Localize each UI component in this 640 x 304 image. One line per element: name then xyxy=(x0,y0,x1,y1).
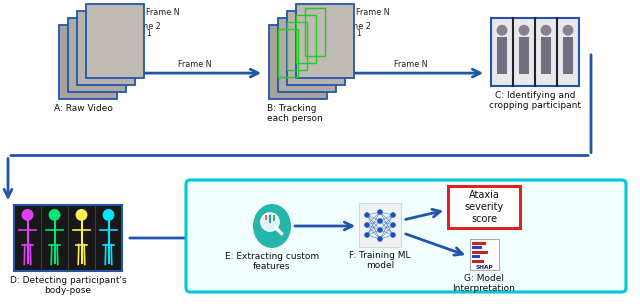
Text: Frame N: Frame N xyxy=(356,9,390,17)
Text: Frame 1: Frame 1 xyxy=(119,29,152,38)
FancyBboxPatch shape xyxy=(287,11,345,85)
Bar xyxy=(472,246,482,249)
Text: A: Raw Video: A: Raw Video xyxy=(54,104,113,113)
FancyArrowPatch shape xyxy=(406,234,463,255)
Text: ...: ... xyxy=(137,16,145,24)
Circle shape xyxy=(390,212,396,217)
Circle shape xyxy=(261,213,279,231)
Circle shape xyxy=(365,212,369,217)
FancyBboxPatch shape xyxy=(448,186,520,228)
FancyBboxPatch shape xyxy=(470,239,499,270)
Circle shape xyxy=(378,219,383,223)
FancyBboxPatch shape xyxy=(519,37,529,74)
FancyBboxPatch shape xyxy=(186,180,626,292)
Circle shape xyxy=(378,227,383,233)
Bar xyxy=(264,215,268,220)
FancyArrowPatch shape xyxy=(335,69,480,77)
Bar xyxy=(273,215,275,221)
Circle shape xyxy=(518,25,529,36)
Text: ...: ... xyxy=(347,16,355,24)
Text: F: Training ML
model: F: Training ML model xyxy=(349,251,411,270)
FancyArrowPatch shape xyxy=(4,158,12,197)
Circle shape xyxy=(365,223,369,227)
Circle shape xyxy=(378,237,383,241)
FancyBboxPatch shape xyxy=(491,18,579,86)
Text: Frame 1: Frame 1 xyxy=(329,29,362,38)
Text: Frame 2: Frame 2 xyxy=(338,22,371,31)
Circle shape xyxy=(378,209,383,215)
Text: Frame N: Frame N xyxy=(394,60,428,69)
Text: G: Model
Interpretation: G: Model Interpretation xyxy=(452,274,515,293)
Circle shape xyxy=(49,209,60,221)
Circle shape xyxy=(390,233,396,237)
FancyBboxPatch shape xyxy=(541,37,551,74)
FancyArrowPatch shape xyxy=(406,209,440,219)
Bar xyxy=(269,215,271,223)
FancyBboxPatch shape xyxy=(359,203,401,247)
Circle shape xyxy=(365,233,369,237)
Circle shape xyxy=(390,223,396,227)
Bar xyxy=(472,260,484,262)
FancyArrowPatch shape xyxy=(125,69,258,77)
FancyBboxPatch shape xyxy=(296,4,354,78)
Bar xyxy=(472,250,488,254)
FancyBboxPatch shape xyxy=(77,11,135,85)
FancyBboxPatch shape xyxy=(59,25,117,99)
FancyArrowPatch shape xyxy=(295,222,352,230)
Text: E: Extracting custom
features: E: Extracting custom features xyxy=(225,252,319,271)
Text: C: Identifying and
cropping participant: C: Identifying and cropping participant xyxy=(489,91,581,110)
Circle shape xyxy=(102,209,115,221)
FancyBboxPatch shape xyxy=(269,25,327,99)
Text: B: Tracking
each person: B: Tracking each person xyxy=(267,104,323,123)
Text: Ataxia
severity
score: Ataxia severity score xyxy=(465,190,504,224)
FancyBboxPatch shape xyxy=(563,37,573,74)
FancyBboxPatch shape xyxy=(497,37,507,74)
Bar xyxy=(472,241,486,244)
FancyBboxPatch shape xyxy=(278,18,336,92)
Text: Frame N: Frame N xyxy=(178,60,212,69)
Circle shape xyxy=(76,209,88,221)
Circle shape xyxy=(497,25,508,36)
Ellipse shape xyxy=(253,204,291,248)
Text: D: Detecting participant's
body-pose: D: Detecting participant's body-pose xyxy=(10,276,126,295)
Bar xyxy=(472,255,480,258)
FancyBboxPatch shape xyxy=(14,205,122,271)
FancyBboxPatch shape xyxy=(68,18,126,92)
FancyBboxPatch shape xyxy=(86,4,144,78)
Text: Frame N: Frame N xyxy=(146,9,180,17)
Text: Frame 2: Frame 2 xyxy=(128,22,161,31)
Circle shape xyxy=(22,209,33,221)
FancyArrowPatch shape xyxy=(130,234,239,242)
Circle shape xyxy=(563,25,573,36)
Text: SHAP: SHAP xyxy=(475,265,493,270)
Circle shape xyxy=(541,25,552,36)
